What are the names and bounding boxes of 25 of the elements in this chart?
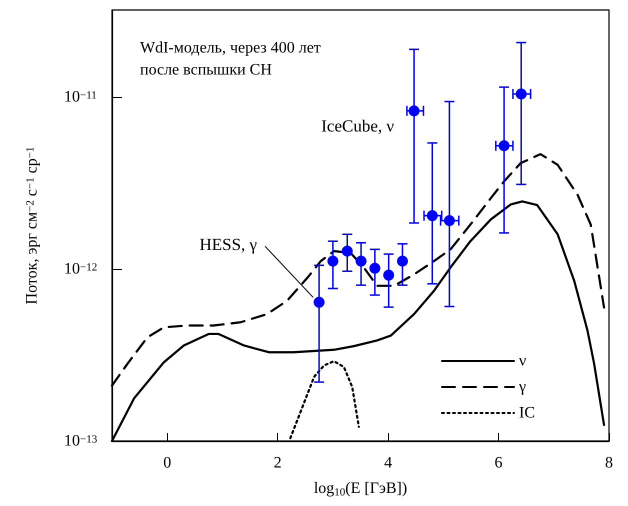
point	[516, 88, 527, 100]
legend-label: IC	[519, 404, 535, 422]
point	[444, 215, 455, 226]
x-tick-label: 2	[274, 454, 282, 472]
point	[356, 256, 367, 267]
point	[498, 140, 510, 152]
point	[327, 256, 338, 267]
x-tick-label: 8	[605, 454, 613, 472]
x-tick-label: 6	[494, 454, 503, 472]
point	[369, 262, 380, 274]
point	[426, 210, 438, 222]
point	[383, 270, 394, 281]
legend-label: γ	[518, 378, 526, 396]
annotation: HESS, γ	[199, 234, 258, 254]
x-tick-label: 0	[163, 454, 172, 472]
point	[408, 105, 420, 116]
y-axis-title: Поток, эрг см−2 с−1 ср−1	[24, 146, 40, 304]
x-tick-label: 4	[384, 454, 392, 472]
point	[396, 256, 408, 267]
line-series	[289, 360, 360, 440]
point	[314, 296, 325, 308]
annotation: IceCube, ν	[321, 116, 394, 136]
text: WdI-модель, через 400 лет после вспышки СН	[140, 40, 321, 78]
legend-label: ν	[519, 352, 526, 370]
point	[342, 246, 353, 257]
